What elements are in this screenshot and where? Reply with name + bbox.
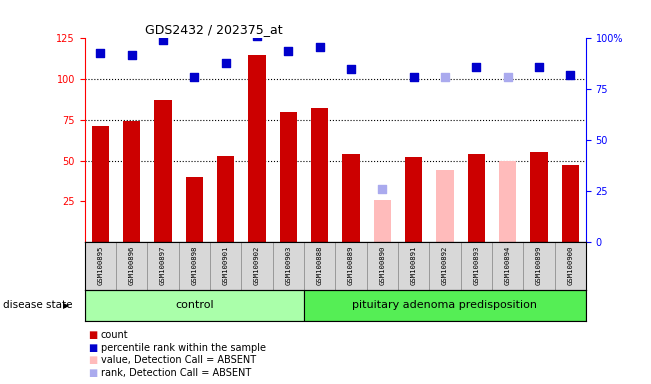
Bar [467,154,485,242]
Point [565,72,575,78]
Bar [186,177,203,242]
Bar [342,154,359,242]
Point [503,74,513,80]
Text: ■: ■ [88,343,97,353]
Text: GSM100893: GSM100893 [473,246,479,285]
Point [126,51,137,58]
Bar [499,161,516,242]
Text: GSM100891: GSM100891 [411,246,417,285]
Bar [217,156,234,242]
Point [534,64,544,70]
Text: GSM100897: GSM100897 [160,246,166,285]
Point [158,37,168,43]
Bar [436,170,454,242]
Text: GSM100896: GSM100896 [129,246,135,285]
Text: disease state: disease state [3,300,73,310]
Text: GSM100892: GSM100892 [442,246,448,285]
Text: GSM100888: GSM100888 [316,246,323,285]
Point [439,74,450,80]
Point [377,186,387,192]
Text: pituitary adenoma predisposition: pituitary adenoma predisposition [352,300,538,310]
Point [189,74,199,80]
Bar [154,100,172,242]
Bar [280,112,297,242]
Text: ■: ■ [88,355,97,365]
Bar [405,157,422,242]
Text: value, Detection Call = ABSENT: value, Detection Call = ABSENT [101,355,256,365]
Text: rank, Detection Call = ABSENT: rank, Detection Call = ABSENT [101,368,251,378]
Point [95,50,105,56]
Bar [304,290,586,321]
Text: ▶: ▶ [63,301,70,310]
Point [252,33,262,40]
Bar [311,108,328,242]
Bar [374,200,391,242]
Text: GDS2432 / 202375_at: GDS2432 / 202375_at [145,23,283,36]
Text: control: control [175,300,214,310]
Text: count: count [101,330,128,340]
Text: ■: ■ [88,368,97,378]
Bar [85,290,304,321]
Point [283,48,294,54]
Point [314,43,325,50]
Bar [562,166,579,242]
Text: GSM100894: GSM100894 [505,246,510,285]
Text: GSM100901: GSM100901 [223,246,229,285]
Text: GSM100903: GSM100903 [285,246,291,285]
Text: ■: ■ [88,330,97,340]
Point [346,66,356,72]
Bar [248,55,266,242]
Text: GSM100895: GSM100895 [97,246,104,285]
Text: GSM100889: GSM100889 [348,246,354,285]
Point [221,60,231,66]
Bar [92,126,109,242]
Text: GSM100890: GSM100890 [380,246,385,285]
Bar [531,152,547,242]
Text: GSM100902: GSM100902 [254,246,260,285]
Bar [123,121,140,242]
Text: percentile rank within the sample: percentile rank within the sample [101,343,266,353]
Text: GSM100900: GSM100900 [567,246,574,285]
Text: GSM100899: GSM100899 [536,246,542,285]
Point [471,64,482,70]
Point [408,74,419,80]
Text: GSM100898: GSM100898 [191,246,197,285]
